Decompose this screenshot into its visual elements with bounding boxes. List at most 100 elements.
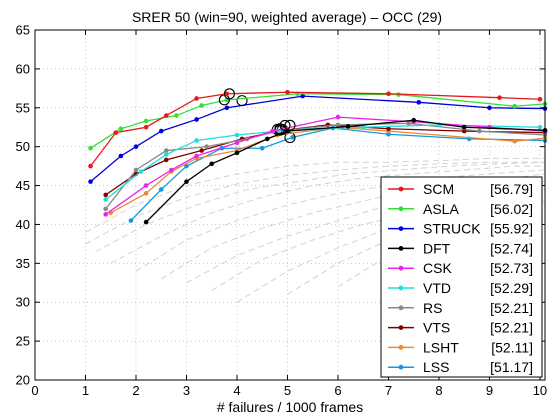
data-point [143, 118, 149, 124]
legend-item-dft: DFT [52.74] [388, 240, 533, 256]
data-point [133, 167, 139, 173]
highlight-marker [223, 88, 235, 100]
background-curve [110, 165, 545, 264]
x-axis-label: # failures / 1000 frames [217, 399, 363, 415]
data-point [184, 163, 189, 169]
legend-label: LSS [423, 359, 449, 375]
highlight-marker [284, 132, 296, 144]
legend-score: [52.21] [490, 300, 533, 316]
data-point [224, 105, 230, 111]
highlight-marker [236, 95, 248, 107]
y-tick-label: 40 [16, 217, 30, 232]
legend-swatch-marker [398, 325, 404, 330]
data-point [133, 144, 139, 149]
data-point [497, 95, 502, 100]
data-point [386, 91, 391, 97]
data-point [512, 103, 518, 109]
data-point [360, 124, 366, 130]
y-tick-label: 50 [16, 139, 30, 154]
y-tick-label: 65 [16, 23, 30, 38]
data-point [285, 89, 290, 95]
y-tick-label: 60 [16, 61, 30, 76]
data-point [143, 219, 149, 225]
legend-item-vtd: VTD [52.29] [388, 280, 533, 296]
legend-score: [52.73] [490, 260, 533, 276]
x-tick-label: 3 [183, 383, 190, 398]
data-point [487, 105, 492, 111]
data-point [411, 117, 417, 123]
legend-label: ASLA [423, 201, 459, 217]
legend-item-vts: VTS [52.21] [388, 320, 533, 336]
highlight-marker [284, 119, 296, 131]
data-point [234, 150, 240, 156]
data-point [103, 197, 108, 202]
data-point [199, 148, 204, 153]
data-point [537, 124, 543, 130]
legend: SCM [56.79] ASLA [56.02] STRUCK [55.92] DFT [52… [380, 176, 543, 378]
data-point [163, 152, 169, 157]
legend-label: RS [423, 300, 442, 316]
data-point [204, 144, 209, 149]
legend-score: [55.92] [490, 221, 533, 237]
background-curve [85, 157, 545, 233]
data-point [461, 124, 467, 130]
legend-label: DFT [423, 240, 451, 256]
data-point [103, 206, 108, 212]
data-point [194, 96, 199, 101]
data-point [416, 100, 422, 105]
data-point [345, 124, 351, 129]
data-point [270, 128, 275, 134]
series-struck [88, 93, 548, 184]
y-tick-label: 30 [16, 295, 30, 310]
x-tick-label: 5 [284, 383, 291, 398]
data-point [199, 103, 204, 108]
legend-swatch-marker [398, 226, 404, 232]
data-point [163, 157, 169, 163]
legend-score: [56.02] [490, 201, 533, 217]
series-line [145, 119, 546, 223]
x-tick-label: 7 [385, 383, 392, 398]
x-tick-label: 6 [334, 383, 341, 398]
data-point [103, 212, 108, 217]
legend-score: [52.11] [491, 339, 533, 355]
legend-label: VTD [423, 280, 451, 296]
legend-swatch-marker [398, 345, 404, 350]
data-point [138, 169, 144, 174]
data-point [158, 187, 164, 192]
data-point [300, 93, 305, 99]
legend-swatch-marker [398, 305, 404, 311]
legend-swatch-marker [398, 265, 404, 271]
series-line [105, 116, 546, 215]
data-point [174, 113, 179, 118]
plot-frame [34, 29, 546, 381]
data-point [386, 126, 391, 132]
data-point [259, 145, 265, 151]
data-point [194, 153, 199, 159]
data-point [88, 145, 93, 151]
legend-item-struck: STRUCK [55.92] [388, 221, 533, 237]
data-point [103, 192, 108, 198]
data-point [512, 138, 518, 144]
y-tick-label: 20 [16, 373, 30, 388]
highlight-marker [279, 119, 291, 131]
background-curve [135, 169, 546, 272]
legend-swatch-marker [398, 246, 404, 251]
y-tick-label: 35 [16, 256, 30, 271]
legend-swatch-marker [398, 186, 404, 192]
legend-label: CSK [423, 260, 452, 276]
data-point [335, 122, 341, 128]
data-point [335, 114, 341, 120]
data-point [537, 96, 543, 102]
legend-swatch-marker [398, 364, 404, 370]
data-point [194, 117, 199, 122]
x-tick-label: 9 [486, 383, 493, 398]
series-line [110, 126, 546, 214]
series-line [90, 93, 546, 149]
series-scm [88, 88, 543, 169]
legend-item-csk: CSK [52.73] [388, 260, 533, 276]
legend-score: [52.74] [490, 240, 533, 256]
data-point [234, 132, 240, 138]
data-point [184, 179, 189, 184]
legend-item-lsht: LSHT [52.11] [388, 339, 533, 355]
